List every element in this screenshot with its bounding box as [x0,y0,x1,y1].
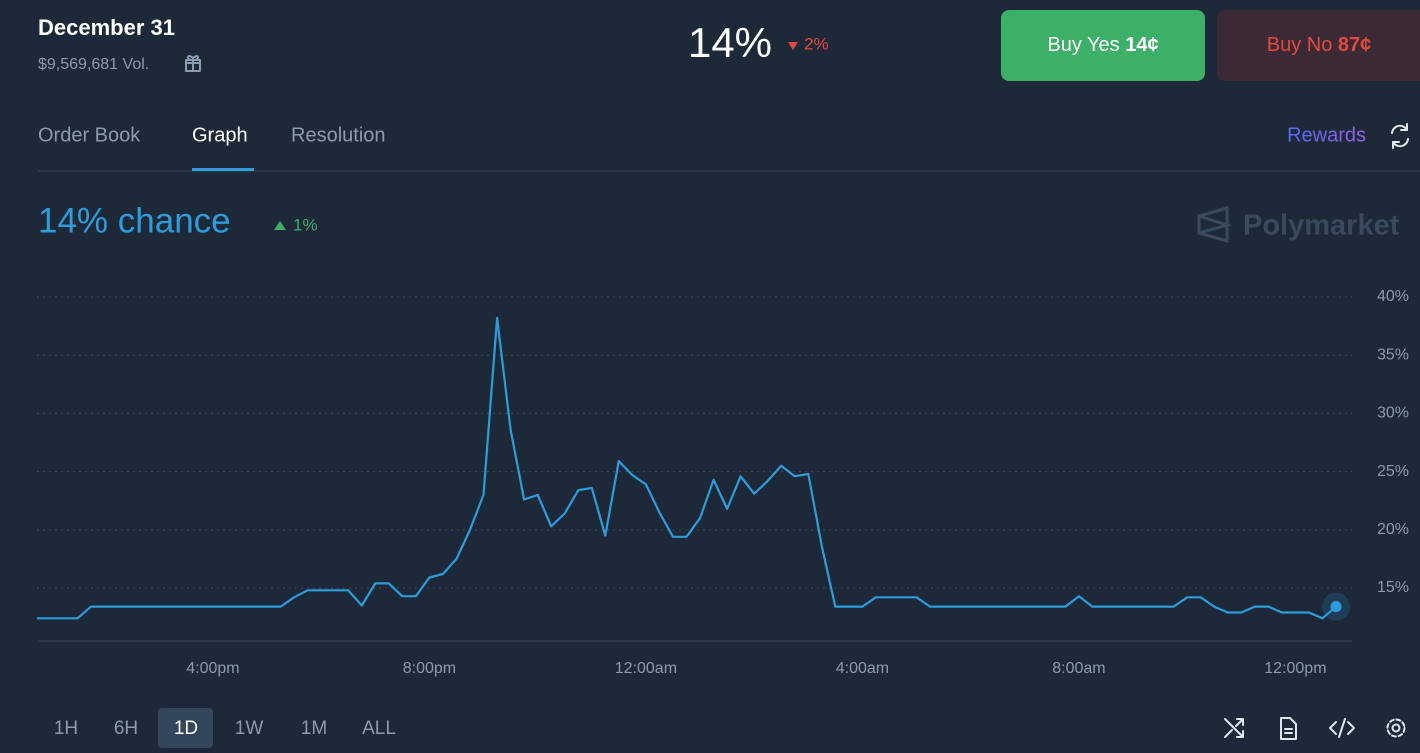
refresh-icon[interactable] [1391,123,1409,149]
x-tick-label: 12:00am [615,660,677,677]
price-change: 2% [804,34,829,53]
tab-underline [192,168,254,171]
buy-yes-text[interactable]: Buy Yes 14¢ [1047,34,1158,56]
gift-icon[interactable] [185,55,201,72]
range-button[interactable]: 1D [174,718,198,739]
chance-change: 1% [293,215,318,234]
x-tick-label: 8:00pm [403,660,456,677]
buy-no-button[interactable] [1217,10,1420,81]
tab-active[interactable]: Graph [192,124,248,146]
document-icon[interactable] [1280,717,1297,740]
price-chart: 15% 20% 25% 30% 35% 40% 4:00pm 8:00pm 12:00am 4:0… [37,288,1409,677]
tab[interactable]: Order Book [38,124,141,146]
x-tick-label: 8:00am [1052,660,1105,677]
brand-name: Polymarket [1243,210,1400,242]
y-tick-label: 20% [1377,521,1409,538]
tab[interactable]: Resolution [291,124,386,146]
range-button[interactable]: 6H [114,718,138,739]
x-tick-label: 4:00am [836,660,889,677]
rewards-link[interactable]: Rewards [1287,124,1366,146]
range-button[interactable]: ALL [362,718,396,739]
current-price: 14% [688,19,772,66]
down-arrow [788,42,798,50]
buy-no-text[interactable]: Buy No 87¢ [1267,34,1372,56]
x-tick-label: 12:00pm [1264,660,1326,677]
shuffle-icon[interactable] [1224,718,1244,738]
buy-yes-label[interactable]: Buy Yes [1047,34,1119,56]
range-button[interactable]: 1W [235,718,264,739]
settings-icon[interactable] [1386,718,1406,738]
range-selector: 1H 6H 1D 1W 1M ALL [54,718,396,739]
x-tick-label: 4:00pm [186,660,239,677]
buy-no-label[interactable]: Buy No [1267,34,1333,56]
y-tick-label: 15% [1377,579,1409,596]
up-arrow [274,221,286,230]
end-point [1330,601,1342,613]
y-tick-label: 35% [1377,346,1409,363]
buy-yes-price[interactable]: 14¢ [1125,34,1158,56]
volume: $9,569,681 Vol. [38,56,149,73]
buy-no-price[interactable]: 87¢ [1338,34,1371,56]
brand-logo [1197,206,1233,243]
y-tick-label: 30% [1377,405,1409,422]
embed-icon[interactable] [1329,718,1355,738]
y-tick-label: 25% [1377,463,1409,480]
range-active-bg [158,708,213,748]
y-tick-label: 40% [1377,288,1409,305]
range-button[interactable]: 1M [301,718,327,739]
range-button[interactable]: 1H [54,718,78,739]
market-title: December 31 [38,15,175,40]
price-line [37,316,1337,620]
chance-label: 14% chance [38,201,231,240]
buy-yes-button[interactable] [1001,10,1205,81]
